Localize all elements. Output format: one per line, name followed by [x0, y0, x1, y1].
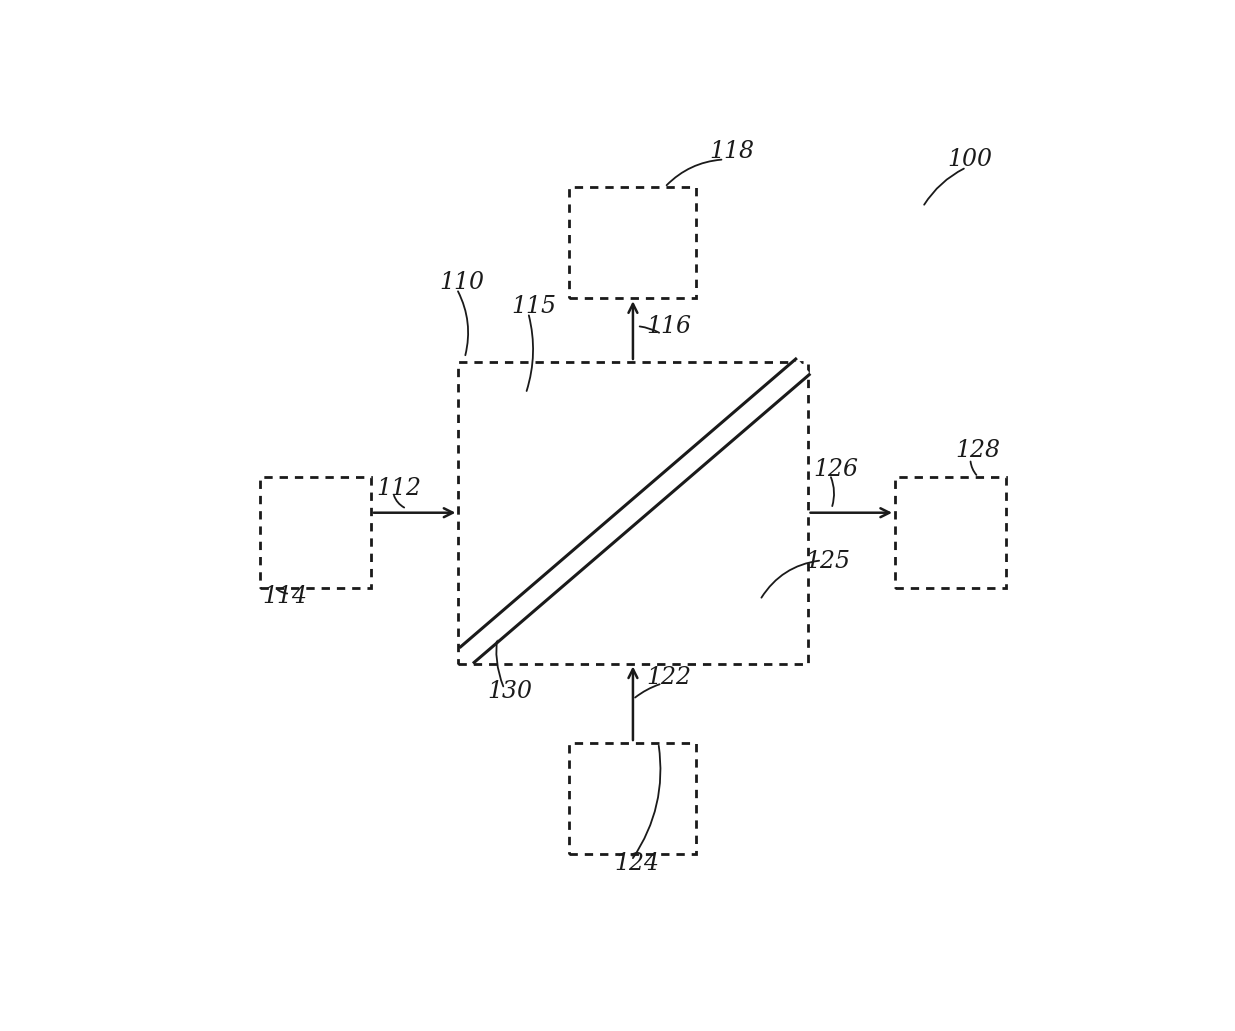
Bar: [569, 188, 697, 298]
Text: 128: 128: [956, 439, 1000, 462]
Text: 130: 130: [488, 679, 532, 703]
Text: 118: 118: [710, 140, 755, 163]
Text: 100: 100: [947, 147, 993, 171]
Bar: [895, 477, 1007, 588]
Text: 115: 115: [511, 295, 556, 318]
Bar: [259, 477, 370, 588]
Text: 122: 122: [646, 666, 692, 690]
Text: 110: 110: [440, 271, 485, 294]
Bar: [458, 362, 808, 664]
Text: 112: 112: [377, 477, 421, 500]
Text: 126: 126: [813, 458, 858, 480]
Text: 114: 114: [263, 585, 308, 607]
Text: 116: 116: [646, 314, 692, 338]
Text: 124: 124: [614, 852, 659, 875]
Text: 125: 125: [805, 551, 850, 573]
Bar: [569, 743, 697, 854]
